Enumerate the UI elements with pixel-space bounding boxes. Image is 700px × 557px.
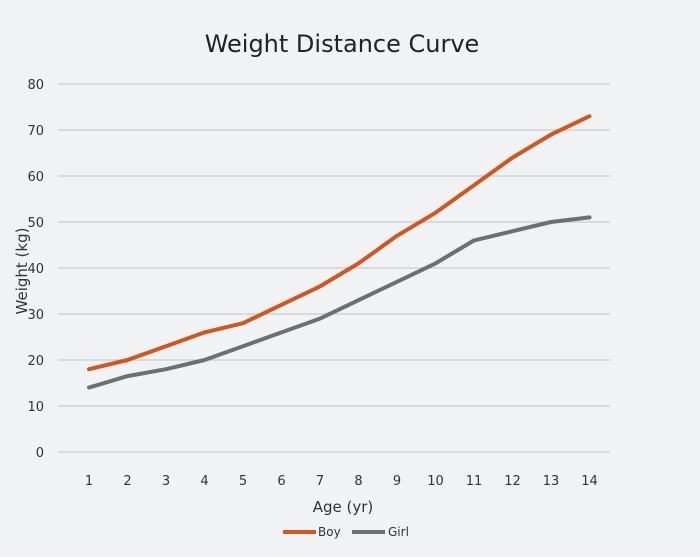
x-tick-label: 11	[466, 474, 483, 489]
y-tick-label: 80	[27, 78, 44, 93]
y-tick-label: 30	[27, 308, 44, 323]
x-tick-label: 7	[316, 474, 324, 489]
gridlines	[58, 83, 610, 453]
y-tick-label: 60	[27, 170, 44, 185]
chart-title: Weight Distance Curve	[205, 30, 480, 58]
y-tick-label: 0	[36, 446, 44, 461]
x-tick-label: 14	[581, 474, 598, 489]
x-tick-label: 1	[85, 474, 93, 489]
y-tick-label: 10	[27, 400, 44, 415]
y-axis-label: Weight (kg)	[13, 228, 31, 315]
x-tick-label: 2	[123, 474, 131, 489]
x-tick-label: 8	[354, 474, 362, 489]
y-tick-label: 20	[27, 354, 44, 369]
x-tick-label: 13	[543, 474, 560, 489]
series-line-girl	[87, 215, 592, 390]
legend: Boy Girl	[283, 525, 409, 539]
x-tick-label: 9	[393, 474, 401, 489]
y-tick-labels: 0 10 20 30 40 50 60 70 80	[27, 78, 44, 461]
y-tick-label: 50	[27, 216, 44, 231]
series-lines	[87, 114, 592, 390]
series-line-boy	[87, 114, 592, 372]
legend-label-girl: Girl	[388, 525, 409, 539]
y-tick-label: 40	[27, 262, 44, 277]
x-tick-label: 10	[427, 474, 444, 489]
x-tick-labels: 1 2 3 4 5 6 7 8 9 10 11 12 13 14	[85, 474, 598, 489]
x-tick-label: 3	[162, 474, 170, 489]
x-tick-label: 12	[504, 474, 521, 489]
x-tick-label: 4	[200, 474, 208, 489]
x-tick-label: 6	[277, 474, 285, 489]
y-tick-label: 70	[27, 124, 44, 139]
x-tick-label: 5	[239, 474, 247, 489]
x-axis-label: Age (yr)	[313, 498, 374, 516]
legend-label-boy: Boy	[318, 525, 341, 539]
